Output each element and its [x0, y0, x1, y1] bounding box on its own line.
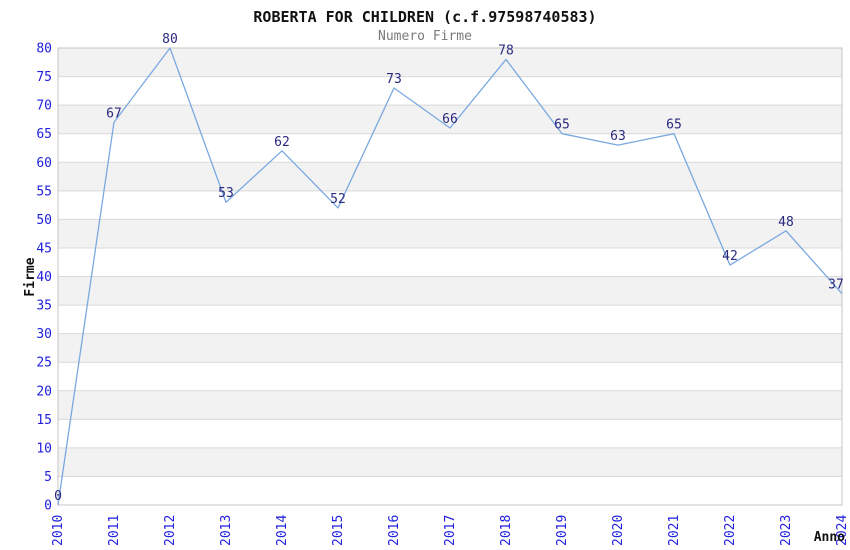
series-line [57, 47, 843, 506]
y-tick-label: 65 [36, 127, 52, 142]
x-tick-label: 2024 [835, 515, 850, 546]
y-tick-label: 35 [36, 299, 52, 314]
x-tick-label: 2014 [275, 515, 290, 546]
data-label: 62 [274, 135, 290, 150]
data-label: 0 [54, 489, 62, 504]
y-tick-label: 0 [44, 499, 52, 514]
y-tick-label: 10 [36, 441, 52, 456]
y-tick-label: 40 [36, 270, 52, 285]
data-label: 53 [218, 186, 234, 201]
data-label: 63 [610, 129, 626, 144]
x-tick-label: 2020 [611, 515, 626, 546]
y-tick-label: 80 [36, 42, 52, 57]
data-label: 52 [330, 192, 346, 207]
data-label: 65 [666, 118, 682, 133]
stripe-band [58, 390, 842, 420]
y-tick-label: 30 [36, 327, 52, 342]
stripe-band [58, 162, 842, 191]
data-label: 67 [106, 106, 122, 121]
x-axis-ticks: 2010 2011 2012 2013 2014 2015 2016 2017 2018 2019… [51, 515, 850, 546]
data-label: 66 [442, 112, 458, 127]
y-tick-label: 15 [36, 413, 52, 428]
x-tick-label: 2012 [163, 515, 178, 546]
y-tick-label: 60 [36, 156, 52, 171]
y-tick-label: 50 [36, 213, 52, 228]
stripe-band [58, 48, 842, 77]
x-tick-label: 2023 [779, 515, 794, 546]
y-axis-ticks: 0 5 10 15 20 25 30 35 40 45 50 55 60 65 70 75 80 [36, 42, 52, 514]
x-tick-label: 2021 [667, 515, 682, 546]
x-tick-label: 2018 [499, 515, 514, 546]
data-label: 78 [498, 43, 514, 58]
stripe-band [58, 447, 842, 477]
y-tick-label: 75 [36, 70, 52, 85]
y-tick-label: 5 [44, 470, 52, 485]
x-tick-label: 2017 [443, 515, 458, 546]
x-tick-label: 2013 [219, 515, 234, 546]
x-tick-label: 2010 [51, 515, 66, 546]
data-label: 37 [828, 278, 844, 293]
data-labels: 0 67 80 53 62 52 73 66 78 65 63 65 42 48 37 [54, 32, 844, 504]
plot-border-rect [57, 47, 843, 506]
data-label: 42 [722, 249, 738, 264]
stripe-band [58, 276, 842, 306]
chart-subtitle: Numero Firme [378, 29, 472, 44]
x-axis-title: Anno [814, 530, 845, 545]
series-polyline [57, 47, 843, 506]
stripe-band [58, 105, 842, 134]
x-tick-label: 2015 [331, 515, 346, 546]
x-tick-label: 2019 [555, 515, 570, 546]
x-tick-label: 2016 [387, 515, 402, 546]
chart-title: ROBERTA FOR CHILDREN (c.f.97598740583) [253, 8, 596, 26]
x-tick-label: 2022 [723, 515, 738, 546]
x-tick-label: 2011 [107, 515, 122, 546]
data-label: 48 [778, 215, 794, 230]
data-label: 73 [386, 72, 402, 87]
y-tick-label: 45 [36, 241, 52, 256]
y-tick-label: 55 [36, 184, 52, 199]
plot-border [57, 47, 843, 506]
data-label: 65 [554, 118, 570, 133]
y-tick-label: 70 [36, 99, 52, 114]
y-tick-label: 25 [36, 356, 52, 371]
y-tick-label: 20 [36, 384, 52, 399]
y-axis-title: Firme [23, 257, 38, 296]
plot-stripes [58, 48, 842, 477]
data-label: 80 [162, 32, 178, 47]
stripe-band [58, 219, 842, 248]
stripe-band [58, 333, 842, 363]
